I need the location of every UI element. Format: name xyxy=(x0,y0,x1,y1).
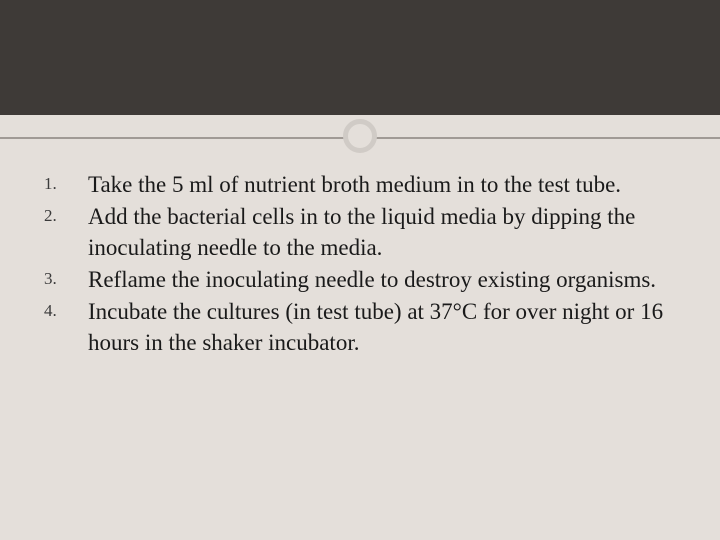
list-item: Take the 5 ml of nutrient broth medium i… xyxy=(44,170,676,200)
slide-header-band xyxy=(0,0,720,115)
list-item-text: Reflame the inoculating needle to destro… xyxy=(88,267,656,292)
list-item-text: Add the bacterial cells in to the liquid… xyxy=(88,204,635,259)
list-item: Incubate the cultures (in test tube) at … xyxy=(44,297,676,358)
circle-ornament-icon xyxy=(343,119,377,153)
list-item: Add the bacterial cells in to the liquid… xyxy=(44,202,676,263)
numbered-list: Take the 5 ml of nutrient broth medium i… xyxy=(44,170,676,358)
list-item-text: Incubate the cultures (in test tube) at … xyxy=(88,299,663,354)
list-item: Reflame the inoculating needle to destro… xyxy=(44,265,676,295)
content-area: Take the 5 ml of nutrient broth medium i… xyxy=(44,170,676,360)
slide: Take the 5 ml of nutrient broth medium i… xyxy=(0,0,720,540)
list-item-text: Take the 5 ml of nutrient broth medium i… xyxy=(88,172,621,197)
